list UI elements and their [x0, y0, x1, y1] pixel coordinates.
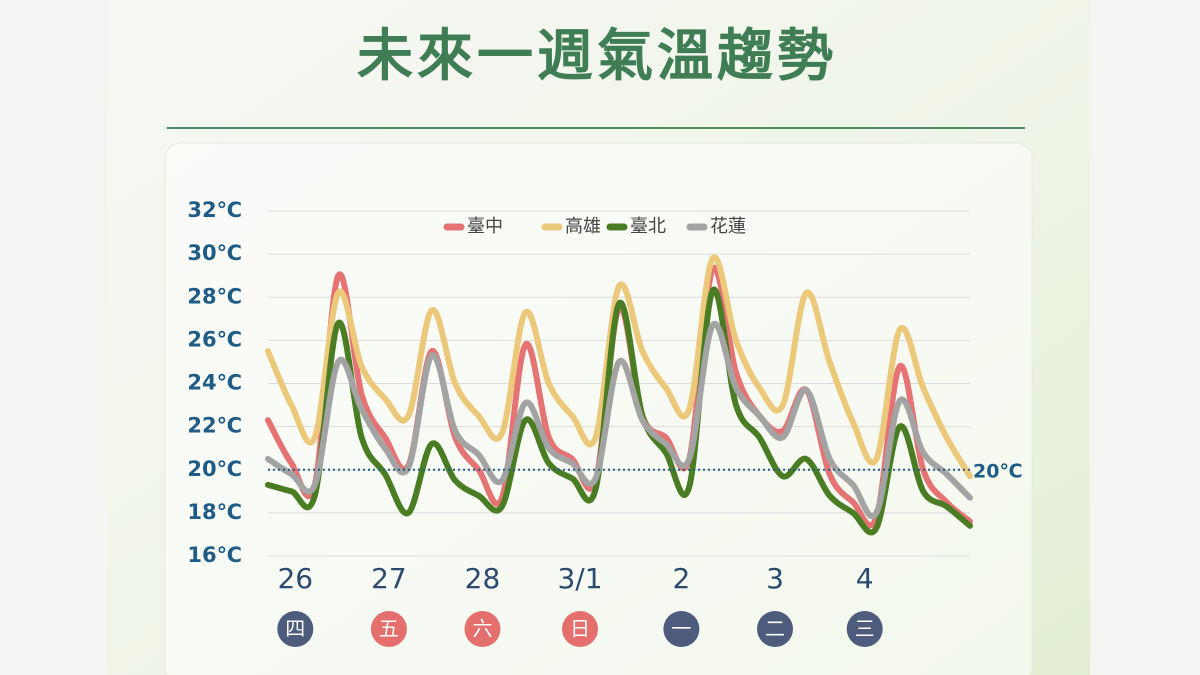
y-tick-label: 26℃: [187, 327, 242, 351]
series-line: [265, 320, 973, 520]
weekday-badge: [846, 611, 883, 647]
y-tick-label: 24℃: [187, 371, 242, 395]
y-tick-label: 20℃: [187, 457, 242, 481]
weekday-badge: [464, 611, 501, 647]
legend-label: 臺中: [467, 216, 503, 237]
y-tick-label: 18℃: [187, 500, 242, 524]
weekday-label: 一: [671, 617, 691, 641]
weekday-label: 五: [379, 617, 399, 641]
weekday-badge: [757, 611, 793, 647]
x-tick-label: 28: [465, 562, 501, 595]
weekday-label: 三: [855, 617, 875, 641]
weekday-badge: [370, 611, 407, 647]
weekday-label: 六: [473, 617, 493, 641]
x-tick-label: 3/1: [557, 562, 602, 595]
x-tick-label: 3: [766, 562, 784, 595]
y-tick-label: 28℃: [187, 284, 242, 308]
y-tick-label: 16℃: [187, 543, 242, 567]
series-line: [265, 286, 973, 536]
weekday-label: 日: [570, 617, 590, 641]
chart-title: 未來一週氣溫趨勢: [357, 24, 837, 89]
x-tick-label: 27: [371, 562, 407, 595]
x-tick-label: 26: [277, 562, 313, 595]
x-tick-label: 4: [856, 562, 874, 595]
weekday-badge: [562, 611, 598, 647]
series-line: [265, 254, 973, 480]
weekday-label: 二: [765, 617, 785, 641]
legend-label: 高雄: [565, 216, 601, 237]
weekday-label: 四: [285, 617, 305, 641]
x-tick-label: 2: [672, 562, 690, 595]
reference-label: 20℃: [973, 460, 1022, 482]
y-tick-label: 22℃: [187, 414, 242, 438]
y-tick-label: 30℃: [187, 241, 242, 265]
weekday-badge: [277, 611, 314, 647]
y-tick-label: 32℃: [187, 198, 242, 222]
legend-label: 花蓮: [710, 216, 746, 237]
weekday-badge: [663, 611, 700, 647]
legend-label: 臺北: [630, 216, 666, 237]
